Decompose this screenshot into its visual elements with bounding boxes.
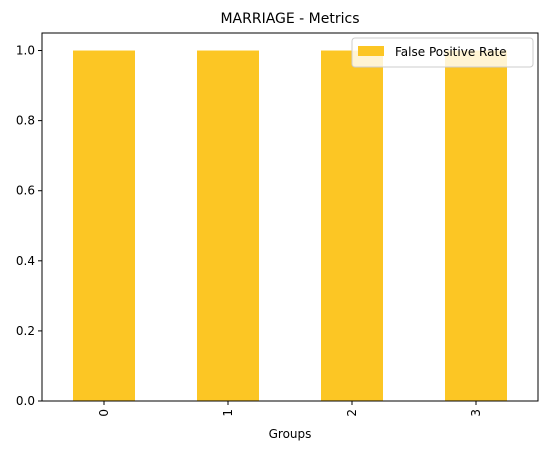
x-tick-label-2: 2 [345,409,359,417]
legend-box [351,37,534,68]
x-tick-label-3: 3 [469,409,483,417]
legend-label: False Positive Rate [395,45,507,59]
legend-swatch [358,46,384,56]
legend: False Positive Rate [351,37,534,68]
x-tick-label-0: 0 [97,409,111,417]
bar-3 [445,50,507,402]
y-tick-label-1.0: 1.0 [16,44,35,58]
plot-frame [41,32,539,402]
y-tick-label-0.4: 0.4 [16,254,35,268]
bar-2 [321,50,383,402]
y-tick-label-0.2: 0.2 [16,324,35,338]
y-tick-label-0.8: 0.8 [16,114,35,128]
chart-title: MARRIAGE - Metrics [220,11,359,27]
y-tick-label-0.0: 0.0 [16,394,35,408]
bars-group [73,50,507,402]
bar-0 [73,50,135,402]
x-tick-label-1: 1 [221,409,235,417]
x-axis-label: Groups [269,427,312,441]
y-tick-label-0.6: 0.6 [16,184,35,198]
bar-1 [197,50,259,402]
x-axis: 0 1 2 3 [97,401,483,417]
y-axis: 0.0 0.2 0.4 0.6 0.8 1.0 [16,44,42,408]
